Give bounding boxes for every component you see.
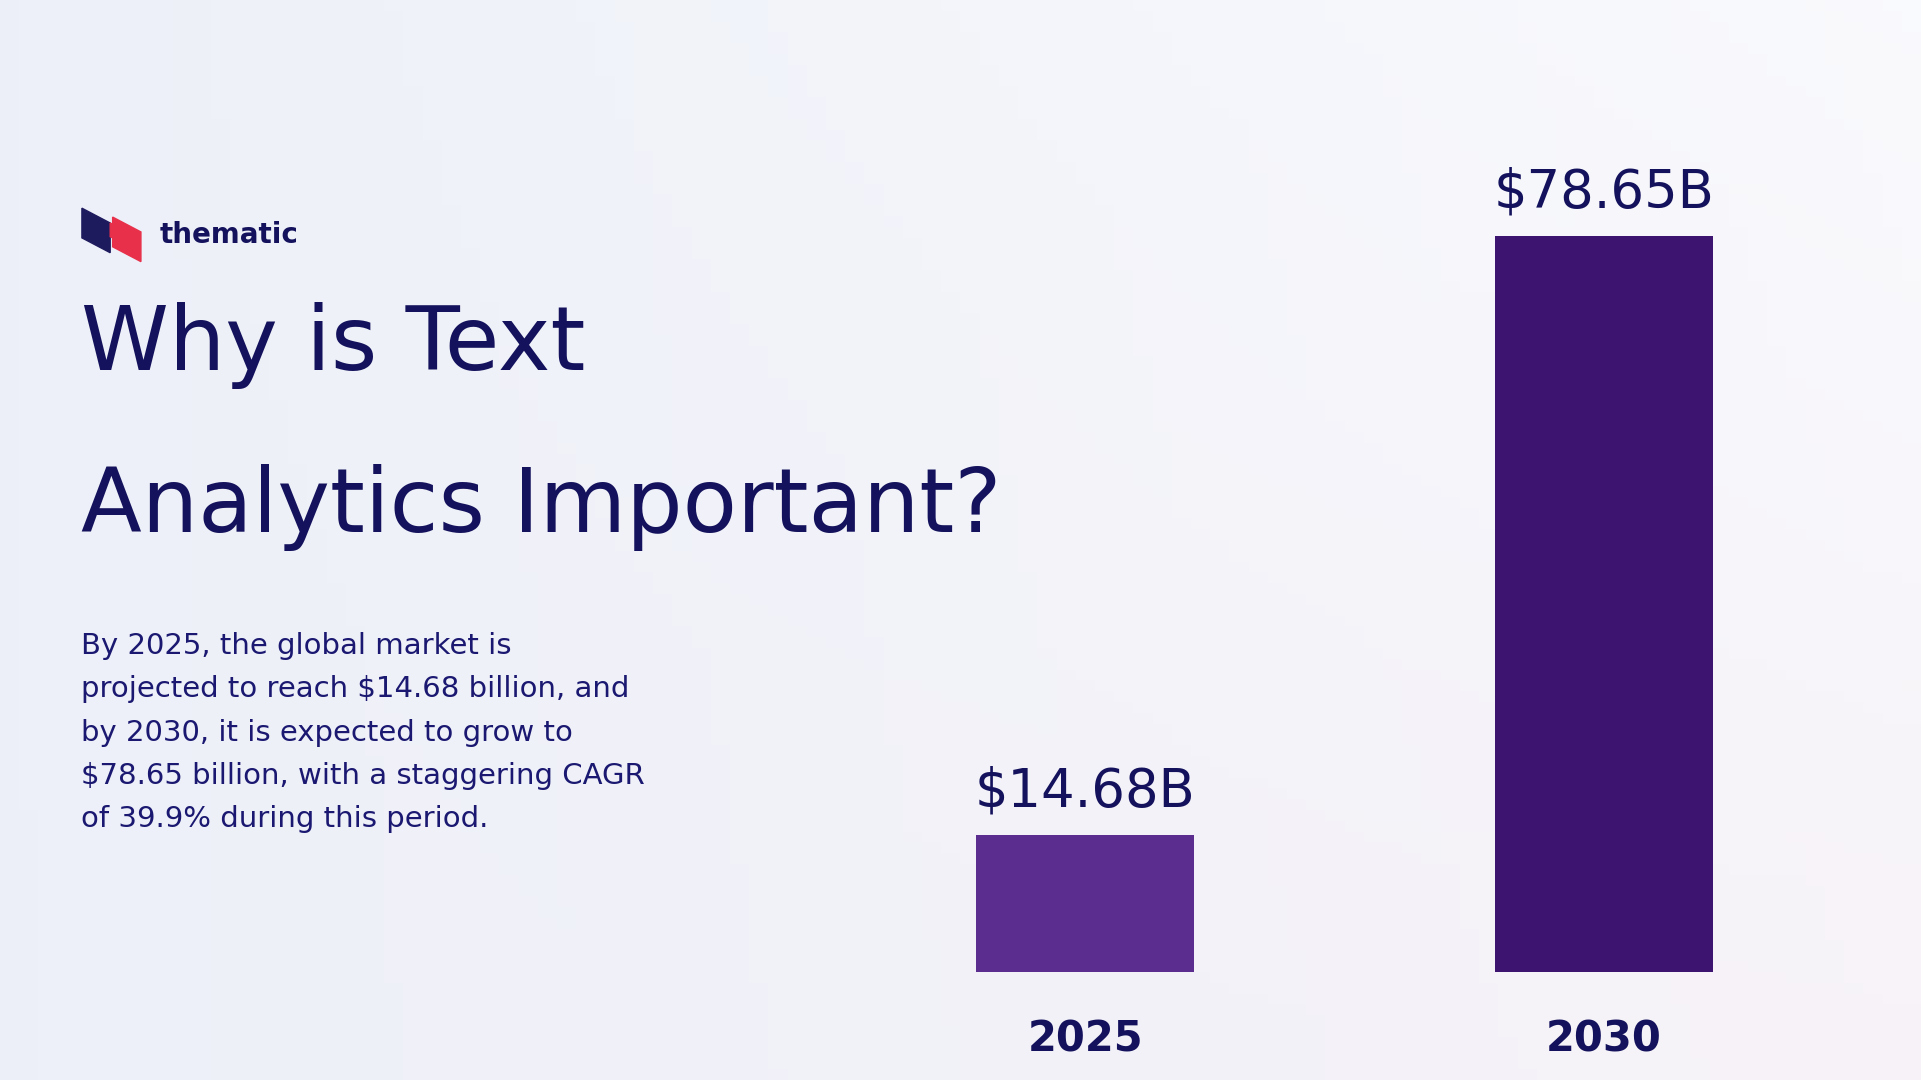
Bar xyxy=(1495,235,1714,972)
Text: 2030: 2030 xyxy=(1546,1018,1662,1061)
Text: Analytics Important?: Analytics Important? xyxy=(81,464,1001,552)
Polygon shape xyxy=(83,208,109,253)
Text: thematic: thematic xyxy=(159,221,298,249)
Text: By 2025, the global market is
projected to reach $14.68 billion, and
by 2030, it: By 2025, the global market is projected … xyxy=(81,632,644,834)
Polygon shape xyxy=(109,222,113,238)
Polygon shape xyxy=(113,217,140,261)
Text: Why is Text: Why is Text xyxy=(81,302,586,390)
Bar xyxy=(976,835,1195,972)
Text: $78.65B: $78.65B xyxy=(1495,167,1714,219)
Text: 2025: 2025 xyxy=(1028,1018,1143,1061)
Text: $14.68B: $14.68B xyxy=(976,766,1195,818)
